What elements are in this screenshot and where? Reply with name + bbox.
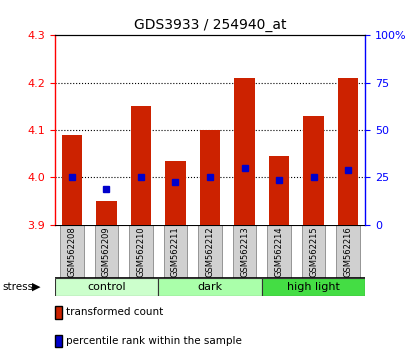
Bar xyxy=(303,116,324,225)
Bar xyxy=(338,78,359,225)
Bar xyxy=(129,225,153,278)
Bar xyxy=(96,201,117,225)
Bar xyxy=(165,161,186,225)
Text: GSM562214: GSM562214 xyxy=(275,226,284,277)
Text: GDS3933 / 254940_at: GDS3933 / 254940_at xyxy=(134,18,286,32)
Text: GSM562211: GSM562211 xyxy=(171,226,180,277)
Bar xyxy=(60,225,84,278)
Text: GSM562215: GSM562215 xyxy=(309,226,318,277)
Text: stress: stress xyxy=(2,282,33,292)
Text: high light: high light xyxy=(287,282,340,292)
Text: GSM562212: GSM562212 xyxy=(205,226,215,277)
Bar xyxy=(55,278,158,296)
Bar xyxy=(262,278,365,296)
Text: dark: dark xyxy=(197,282,223,292)
Bar xyxy=(267,225,291,278)
Bar xyxy=(94,225,118,278)
Text: GSM562209: GSM562209 xyxy=(102,226,111,277)
Bar xyxy=(269,156,289,225)
Bar xyxy=(131,107,151,225)
Text: GSM562216: GSM562216 xyxy=(344,226,353,277)
Text: control: control xyxy=(87,282,126,292)
Bar xyxy=(158,278,262,296)
Bar xyxy=(233,225,256,278)
Bar xyxy=(198,225,222,278)
Bar xyxy=(234,78,255,225)
Bar xyxy=(164,225,187,278)
Bar xyxy=(200,130,221,225)
Bar xyxy=(336,225,360,278)
Text: percentile rank within the sample: percentile rank within the sample xyxy=(66,336,242,346)
Text: GSM562208: GSM562208 xyxy=(67,226,76,277)
Text: GSM562213: GSM562213 xyxy=(240,226,249,277)
Bar xyxy=(61,135,82,225)
Text: transformed count: transformed count xyxy=(66,307,164,318)
Bar xyxy=(302,225,326,278)
Text: GSM562210: GSM562210 xyxy=(136,226,145,277)
Text: ▶: ▶ xyxy=(32,282,40,292)
